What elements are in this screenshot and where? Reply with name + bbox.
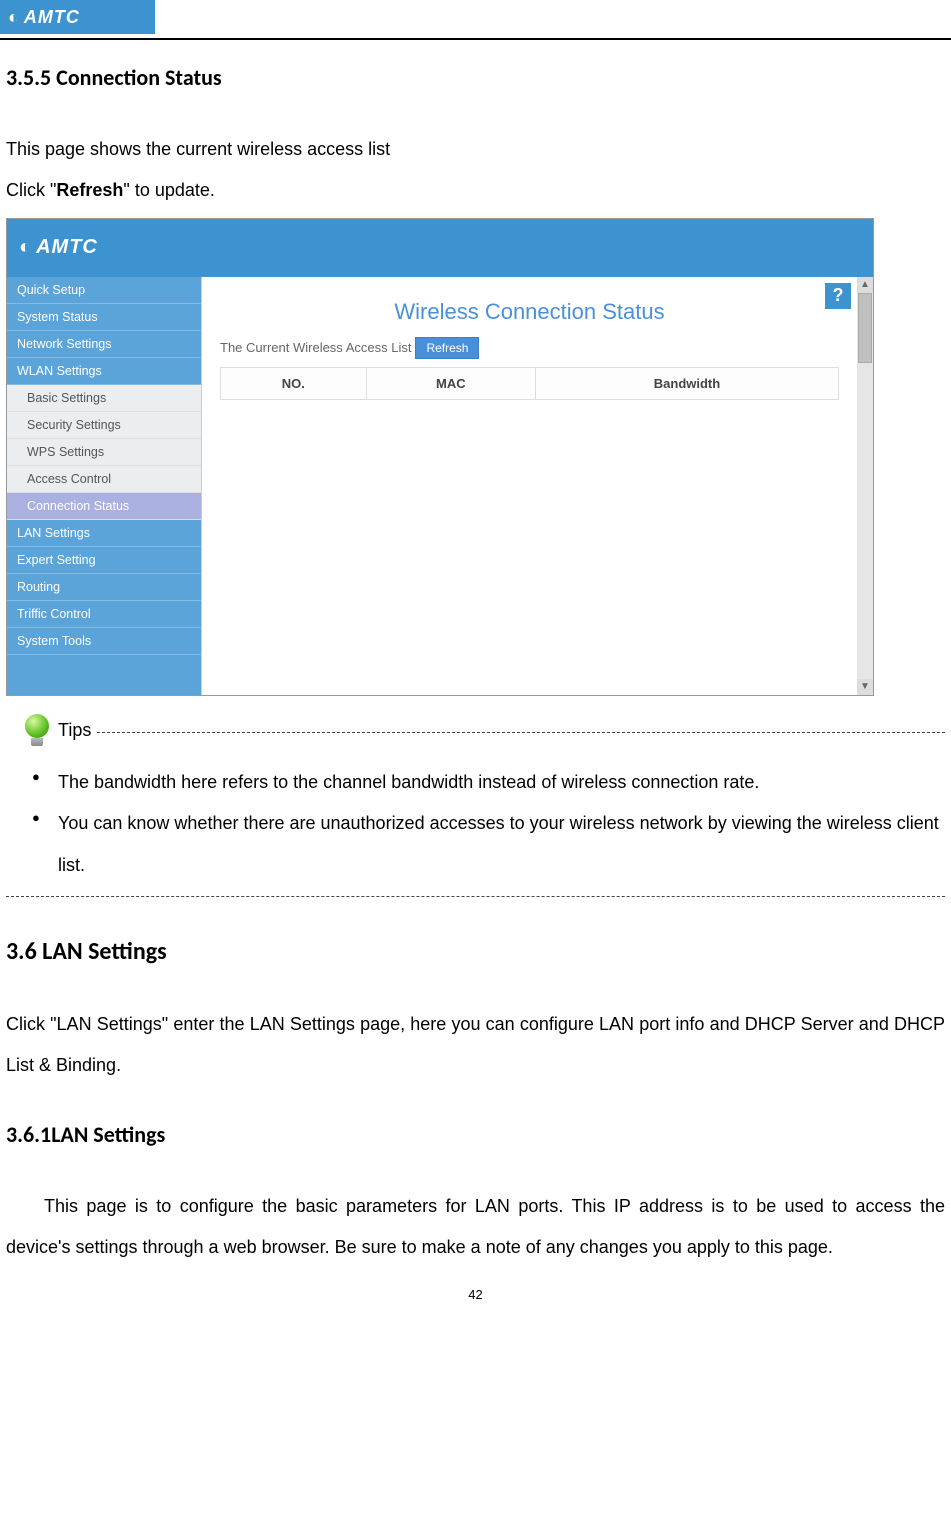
lightbulb-icon	[22, 714, 52, 748]
panel-title: Wireless Connection Status	[220, 299, 839, 325]
sidebar-item[interactable]: LAN Settings	[7, 520, 201, 547]
tips-row: Tips	[6, 714, 945, 748]
connection-table: NO.MACBandwidth	[220, 367, 839, 400]
router-ui-screenshot: ◐ AMTC Quick SetupSystem StatusNetwork S…	[6, 218, 874, 696]
sidebar-item[interactable]: Quick Setup	[7, 277, 201, 304]
access-list-label: The Current Wireless Access List	[220, 340, 411, 355]
sidebar-item[interactable]: Network Settings	[7, 331, 201, 358]
sidebar-item[interactable]: Basic Settings	[7, 385, 201, 412]
sidebar-item[interactable]: Connection Status	[7, 493, 201, 520]
sidebar-item[interactable]: Expert Setting	[7, 547, 201, 574]
sidebar-item[interactable]: Routing	[7, 574, 201, 601]
brand-text: AMTC	[24, 7, 80, 28]
doc-header-logo: ◐ AMTC	[0, 0, 155, 34]
router-logo: ◐ AMTC	[19, 236, 98, 259]
router-main-panel: ? Wireless Connection Status The Current…	[202, 277, 857, 695]
table-header: MAC	[366, 367, 535, 399]
sidebar-item[interactable]: Triffic Control	[7, 601, 201, 628]
section-355-title: 3.5.5 Connection Status	[6, 64, 945, 91]
tip-item: You can know whether there are unauthori…	[6, 803, 945, 886]
scrollbar[interactable]: ▲ ▼	[857, 277, 873, 695]
section-36-title: 3.6 LAN Settings	[6, 937, 945, 966]
sidebar-item[interactable]: System Tools	[7, 628, 201, 655]
page-number: 42	[0, 1287, 951, 1302]
tip-item: The bandwidth here refers to the channel…	[6, 762, 945, 803]
router-sidebar: Quick SetupSystem StatusNetwork Settings…	[7, 277, 202, 695]
tips-top-dash	[97, 732, 945, 733]
sidebar-item[interactable]: Security Settings	[7, 412, 201, 439]
sidebar-item[interactable]: Access Control	[7, 466, 201, 493]
tips-label: Tips	[58, 720, 91, 741]
sidebar-item[interactable]: WLAN Settings	[7, 358, 201, 385]
section-355-p2: Click "Refresh" to update.	[6, 170, 945, 211]
scroll-thumb[interactable]	[858, 293, 872, 363]
section-361-body: This page is to configure the basic para…	[6, 1186, 945, 1269]
scroll-down-icon[interactable]: ▼	[857, 679, 873, 695]
sidebar-item[interactable]: WPS Settings	[7, 439, 201, 466]
router-topbar: ◐ AMTC	[7, 219, 873, 277]
sidebar-item[interactable]: System Status	[7, 304, 201, 331]
refresh-button[interactable]: Refresh	[415, 337, 479, 359]
scroll-up-icon[interactable]: ▲	[857, 277, 873, 293]
logo-glyph: ◐	[8, 7, 20, 28]
section-361-title: 3.6.1LAN Settings	[6, 1121, 945, 1148]
tips-list: The bandwidth here refers to the channel…	[6, 762, 945, 886]
help-icon[interactable]: ?	[825, 283, 851, 309]
table-header: NO.	[221, 367, 367, 399]
table-header: Bandwidth	[535, 367, 838, 399]
section-355-p1: This page shows the current wireless acc…	[6, 129, 945, 170]
section-36-body: Click "LAN Settings" enter the LAN Setti…	[6, 1004, 945, 1087]
tips-bottom-dash	[6, 896, 945, 897]
